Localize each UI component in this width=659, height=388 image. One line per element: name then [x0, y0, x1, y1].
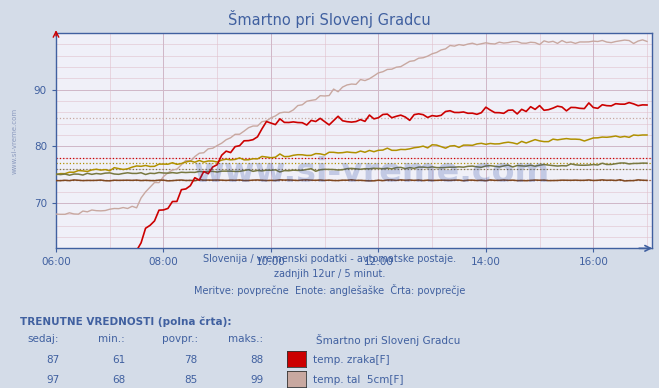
Text: maks.:: maks.: [229, 334, 264, 345]
Text: min.:: min.: [98, 334, 125, 345]
Text: povpr.:: povpr.: [161, 334, 198, 345]
Text: TRENUTNE VREDNOSTI (polna črta):: TRENUTNE VREDNOSTI (polna črta): [20, 316, 231, 327]
Text: 88: 88 [250, 355, 264, 365]
Text: sedaj:: sedaj: [28, 334, 59, 345]
Text: 68: 68 [112, 375, 125, 385]
Text: Meritve: povprečne  Enote: anglešaške  Črta: povprečje: Meritve: povprečne Enote: anglešaške Črt… [194, 284, 465, 296]
Text: temp. zraka[F]: temp. zraka[F] [313, 355, 389, 365]
Text: 85: 85 [185, 375, 198, 385]
Text: www.si-vreme.com: www.si-vreme.com [194, 156, 550, 189]
Text: zadnjih 12ur / 5 minut.: zadnjih 12ur / 5 minut. [273, 269, 386, 279]
Text: 87: 87 [46, 355, 59, 365]
Text: www.si-vreme.com: www.si-vreme.com [11, 107, 17, 174]
Text: temp. tal  5cm[F]: temp. tal 5cm[F] [313, 375, 403, 385]
Text: Šmartno pri Slovenj Gradcu: Šmartno pri Slovenj Gradcu [228, 10, 431, 28]
Text: 61: 61 [112, 355, 125, 365]
Text: Slovenija / vremenski podatki - avtomatske postaje.: Slovenija / vremenski podatki - avtomats… [203, 254, 456, 264]
Text: 99: 99 [250, 375, 264, 385]
Text: 78: 78 [185, 355, 198, 365]
Text: Šmartno pri Slovenj Gradcu: Šmartno pri Slovenj Gradcu [316, 334, 461, 346]
Text: 97: 97 [46, 375, 59, 385]
